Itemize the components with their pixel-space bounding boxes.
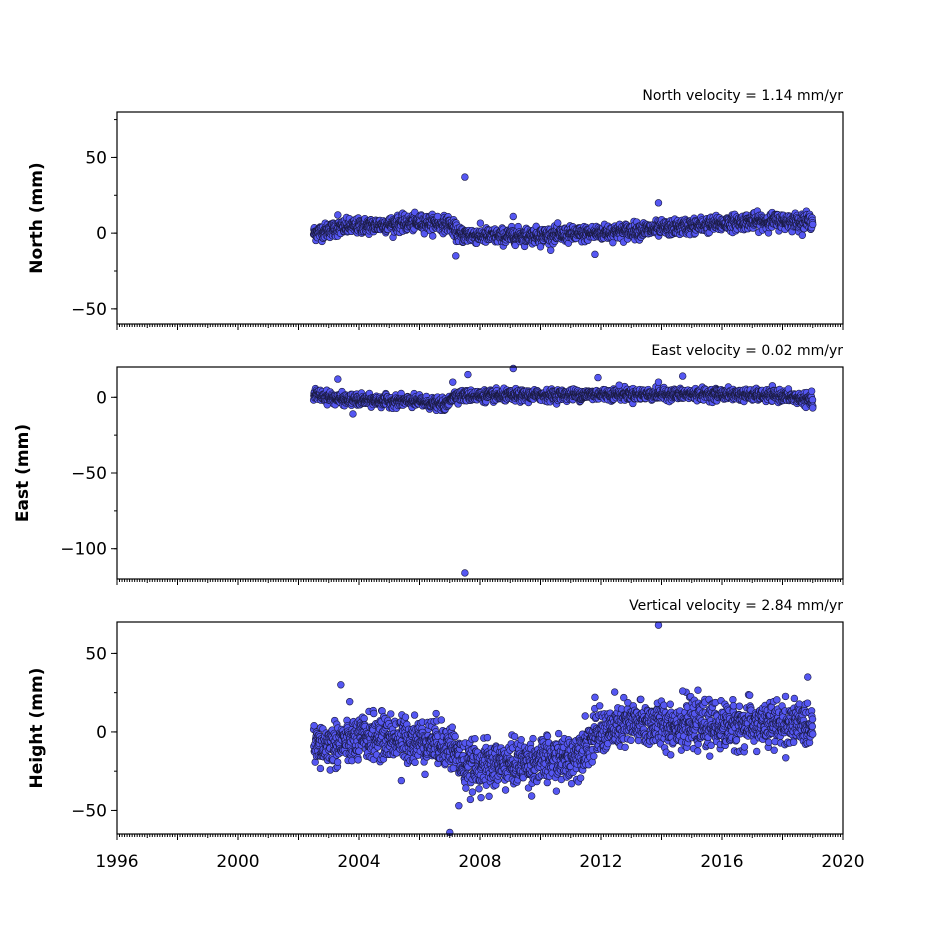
north-data-point (798, 231, 807, 239)
north-outlier-point (654, 199, 663, 207)
north-outlier-point (536, 243, 545, 251)
east-panel: East velocity = 0.02 mm/yr East (mm) −10… (13, 343, 844, 585)
east-outlier-point (461, 569, 469, 577)
north-velocity-annotation: North velocity = 1.14 mm/yr (642, 88, 843, 104)
north-panel: North velocity = 1.14 mm/yr North (mm) −… (27, 88, 844, 330)
east-outlier-point (678, 372, 687, 380)
north-outlier-point (433, 212, 442, 221)
north-outlier-point (334, 211, 342, 219)
east-outlier-point (809, 404, 817, 412)
north-data-point (809, 220, 817, 229)
north-data-point (547, 246, 555, 254)
north-outlier-point (461, 173, 469, 181)
east-outlier-point (594, 373, 602, 382)
east-outlier-point (615, 381, 623, 389)
north-outlier-point (591, 250, 599, 259)
east-outlier-point (449, 378, 457, 386)
north-y-tick-label: 50 (85, 148, 107, 168)
north-outlier-point (452, 252, 460, 260)
north-outlier-point (509, 212, 517, 221)
east-outlier-point (509, 364, 517, 373)
north-y-axis-label: North (mm) (27, 162, 47, 273)
east-outlier-point (334, 375, 342, 383)
north-y-tick-label: −50 (71, 300, 107, 320)
east-outlier-point (654, 378, 663, 386)
east-outlier-point (464, 370, 472, 379)
east-data-point (807, 387, 816, 395)
east-velocity-annotation: East velocity = 0.02 mm/yr (651, 343, 843, 359)
north-y-tick-label: 0 (96, 224, 107, 244)
east-data-points (309, 364, 817, 577)
east-y-axis-label: East (mm) (13, 424, 33, 522)
north-data-point (429, 232, 437, 240)
east-data-point (808, 396, 817, 404)
north-data-point (476, 219, 485, 227)
north-data-points (309, 173, 817, 260)
north-data-point (554, 219, 562, 227)
east-ticks: −100−500 (60, 388, 844, 585)
east-outlier-point (349, 410, 357, 418)
